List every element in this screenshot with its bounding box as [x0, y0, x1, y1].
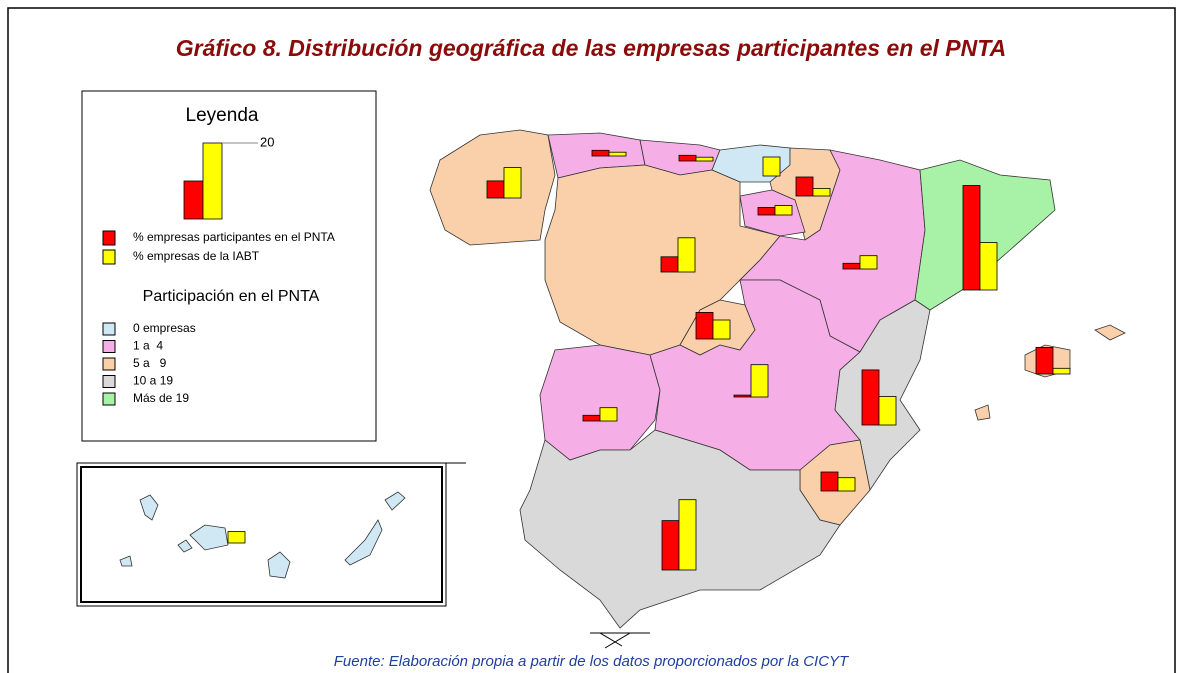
class-label: 5 a 9 [133, 356, 167, 370]
bar [774, 205, 793, 216]
region [189, 524, 229, 551]
cut-mark [590, 632, 650, 649]
bar [859, 255, 878, 270]
bar [878, 396, 897, 426]
bar [979, 242, 998, 291]
bar [677, 237, 696, 273]
class-label: 10 a 19 [133, 374, 173, 388]
bar [486, 180, 505, 199]
bar [582, 414, 601, 422]
bar [712, 319, 731, 340]
bar [660, 256, 679, 273]
island [177, 539, 193, 553]
class-label: 1 a 4 [133, 339, 163, 353]
bar [661, 520, 680, 571]
bar [227, 531, 246, 544]
region [914, 159, 1056, 311]
island [974, 404, 991, 421]
bar [591, 149, 610, 157]
frame [7, 7, 1176, 673]
legend-box [81, 90, 377, 442]
island [384, 491, 406, 511]
island [119, 555, 133, 567]
legend-sample-bar [202, 142, 223, 220]
bar [837, 477, 856, 492]
legend-swatch [102, 249, 116, 265]
scale-label: 20 [260, 134, 274, 149]
bar [842, 262, 861, 270]
legend-title: Leyenda [186, 105, 259, 126]
bar [1035, 346, 1054, 375]
source: Fuente: Elaboración propia a partir de l… [334, 653, 850, 670]
bar [795, 176, 814, 197]
island [139, 494, 159, 521]
bar [733, 394, 752, 398]
title: Gráfico 8. Distribución geográfica de la… [176, 35, 1006, 61]
bar [1052, 367, 1071, 375]
bar [599, 407, 618, 422]
legend-sample-bar [183, 180, 204, 220]
island [1094, 324, 1126, 341]
bar [812, 187, 831, 197]
bar [608, 151, 627, 157]
bar [820, 471, 839, 492]
legend-swatch [102, 230, 116, 246]
bar [503, 167, 522, 199]
class-swatch [102, 392, 116, 406]
island [344, 519, 383, 566]
bar [861, 369, 880, 426]
legend-label: % empresas participantes en el PNTA [133, 230, 335, 244]
class-swatch [102, 340, 116, 353]
bar [962, 185, 981, 291]
bar [762, 156, 781, 177]
class-swatch [102, 357, 116, 371]
inset-box [76, 462, 447, 607]
bar [750, 364, 769, 398]
class-swatch [102, 375, 116, 388]
class-label: 0 empresas [133, 321, 196, 335]
bar [678, 154, 697, 162]
bar [678, 499, 697, 571]
classes-title: Participación en el PNTA [143, 288, 320, 305]
legend-label: % empresas de la IABT [133, 249, 260, 263]
island [267, 551, 291, 579]
class-swatch [102, 322, 116, 336]
bar [695, 311, 714, 340]
inset-box-inner [80, 466, 443, 603]
class-label: Más de 19 [133, 391, 189, 405]
region [834, 299, 931, 492]
bar [695, 156, 714, 162]
bar [757, 206, 776, 216]
